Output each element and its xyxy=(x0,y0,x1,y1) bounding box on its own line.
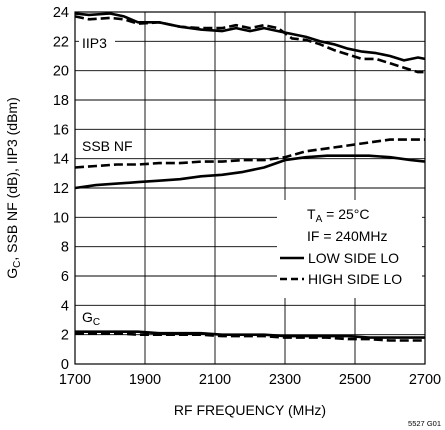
legend-temperature: TA = 25°C xyxy=(307,206,369,225)
ssb-nf-label-bg xyxy=(79,136,139,154)
legend: TA = 25°C IF = 240MHz LOW SIDE LO HIGH S… xyxy=(280,206,402,287)
grid xyxy=(74,11,426,365)
x-tick-label: 2100 xyxy=(199,372,231,388)
y-tick-label: 2 xyxy=(61,328,69,344)
x-tick-label: 1700 xyxy=(59,372,91,388)
series-line-iip3-high-side-lo xyxy=(74,15,425,74)
x-tick-label: 1900 xyxy=(129,372,161,388)
y-axis-label: GC, SSB NF (dB), IIP3 (dBm) xyxy=(4,97,23,279)
series-line-ssb-nf-low-side-lo xyxy=(74,154,426,190)
series-group xyxy=(74,12,426,342)
plot-frame xyxy=(74,11,426,365)
legend-label-high-side: HIGH SIDE LO xyxy=(308,271,402,287)
y-tick-label: 4 xyxy=(61,298,69,314)
x-axis-label: RF FREQUENCY (MHz) xyxy=(174,402,326,418)
y-tick-label: 18 xyxy=(53,93,69,109)
y-tick-label: 24 xyxy=(53,5,69,21)
y-tick-label: 8 xyxy=(61,240,69,256)
legend-if-frequency: IF = 240MHz xyxy=(307,228,388,244)
x-tick-label: 2700 xyxy=(409,372,441,388)
legend-label-low-side: LOW SIDE LO xyxy=(308,250,399,266)
gc-annotation: GC xyxy=(82,309,100,328)
y-tick-label: 20 xyxy=(53,64,69,80)
y-tick-label: 10 xyxy=(53,210,69,226)
series-line-ssb-nf-high-side-lo xyxy=(74,138,425,169)
y-tick-label: 16 xyxy=(53,122,69,138)
ssb-nf-annotation: SSB NF xyxy=(82,138,133,154)
series-line-iip3-low-side-lo xyxy=(74,12,426,62)
y-tick-label: 14 xyxy=(53,152,69,168)
y-tick-label: 22 xyxy=(53,34,69,50)
x-tick-label: 2300 xyxy=(269,372,301,388)
series-line-gc-high-side-lo xyxy=(75,331,425,342)
iip3-label-bg xyxy=(79,33,115,51)
x-tick-label: 2500 xyxy=(339,372,371,388)
y-tick-label: 6 xyxy=(61,269,69,285)
figure-id: 5527 G01 xyxy=(408,419,441,428)
series-line-gc-low-side-lo xyxy=(75,330,425,339)
legend-background xyxy=(277,200,422,298)
y-tick-label: 12 xyxy=(53,181,69,197)
y-tick-label: 0 xyxy=(61,357,69,373)
iip3-annotation: IIP3 xyxy=(82,35,107,51)
